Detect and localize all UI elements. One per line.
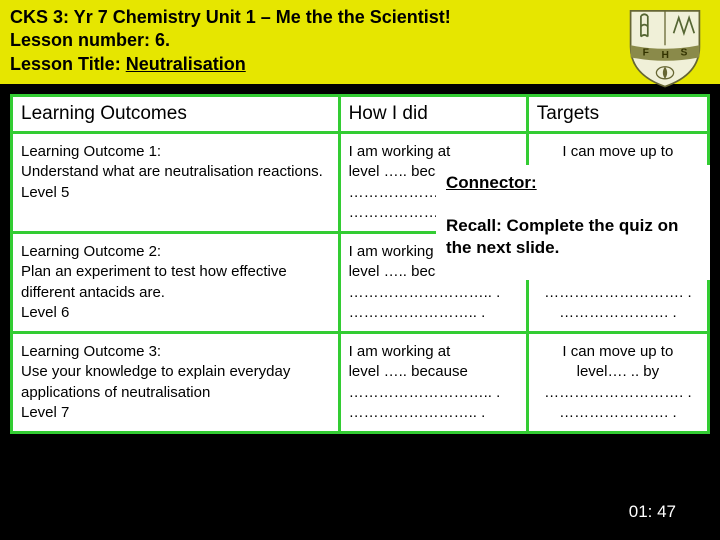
- crest-letter-h: H: [662, 50, 669, 61]
- header-line-2: Lesson number: 6.: [10, 29, 710, 52]
- timer-display: 01: 47: [629, 502, 676, 522]
- outcome-body: Understand what are neutralisation react…: [21, 163, 323, 180]
- outcome-body: Use your knowledge to explain everyday a…: [21, 363, 290, 400]
- outcome-title: Learning Outcome 2:: [21, 243, 161, 260]
- header-line-3-prefix: Lesson Title:: [10, 54, 126, 74]
- target-cell: I can move up to level…. .. by …………………………: [527, 333, 708, 433]
- crest-letter-s: S: [680, 48, 687, 59]
- header-title: Neutralisation: [126, 54, 246, 74]
- col-header-howdid: How I did: [339, 96, 527, 133]
- outcome-level: Level 6: [21, 304, 69, 321]
- outcome-level: Level 7: [21, 404, 69, 421]
- slide-header: CKS 3: Yr 7 Chemistry Unit 1 – Me the th…: [0, 0, 720, 84]
- table-row: Learning Outcome 3: Use your knowledge t…: [12, 333, 709, 433]
- connector-body: Recall: Complete the quiz on the next sl…: [446, 215, 700, 259]
- outcome-title: Learning Outcome 3:: [21, 343, 161, 360]
- outcome-title: Learning Outcome 1:: [21, 143, 161, 160]
- outcome-cell: Learning Outcome 2: Plan an experiment t…: [12, 233, 340, 333]
- outcome-cell: Learning Outcome 1: Understand what are …: [12, 133, 340, 233]
- school-crest-icon: F H S: [622, 4, 708, 90]
- header-line-3: Lesson Title: Neutralisation: [10, 53, 710, 76]
- connector-overlay: Connector: Recall: Complete the quiz on …: [436, 165, 710, 280]
- col-header-outcomes: Learning Outcomes: [12, 96, 340, 133]
- table-header-row: Learning Outcomes How I did Targets: [12, 96, 709, 133]
- connector-title: Connector:: [446, 173, 700, 193]
- howdid-cell: I am working at level ….. because …………………: [339, 333, 527, 433]
- col-header-targets: Targets: [527, 96, 708, 133]
- crest-letter-f: F: [643, 48, 649, 59]
- outcome-body: Plan an experiment to test how effective…: [21, 263, 287, 300]
- header-line-1: CKS 3: Yr 7 Chemistry Unit 1 – Me the th…: [10, 6, 710, 29]
- outcome-cell: Learning Outcome 3: Use your knowledge t…: [12, 333, 340, 433]
- outcome-level: Level 5: [21, 184, 69, 201]
